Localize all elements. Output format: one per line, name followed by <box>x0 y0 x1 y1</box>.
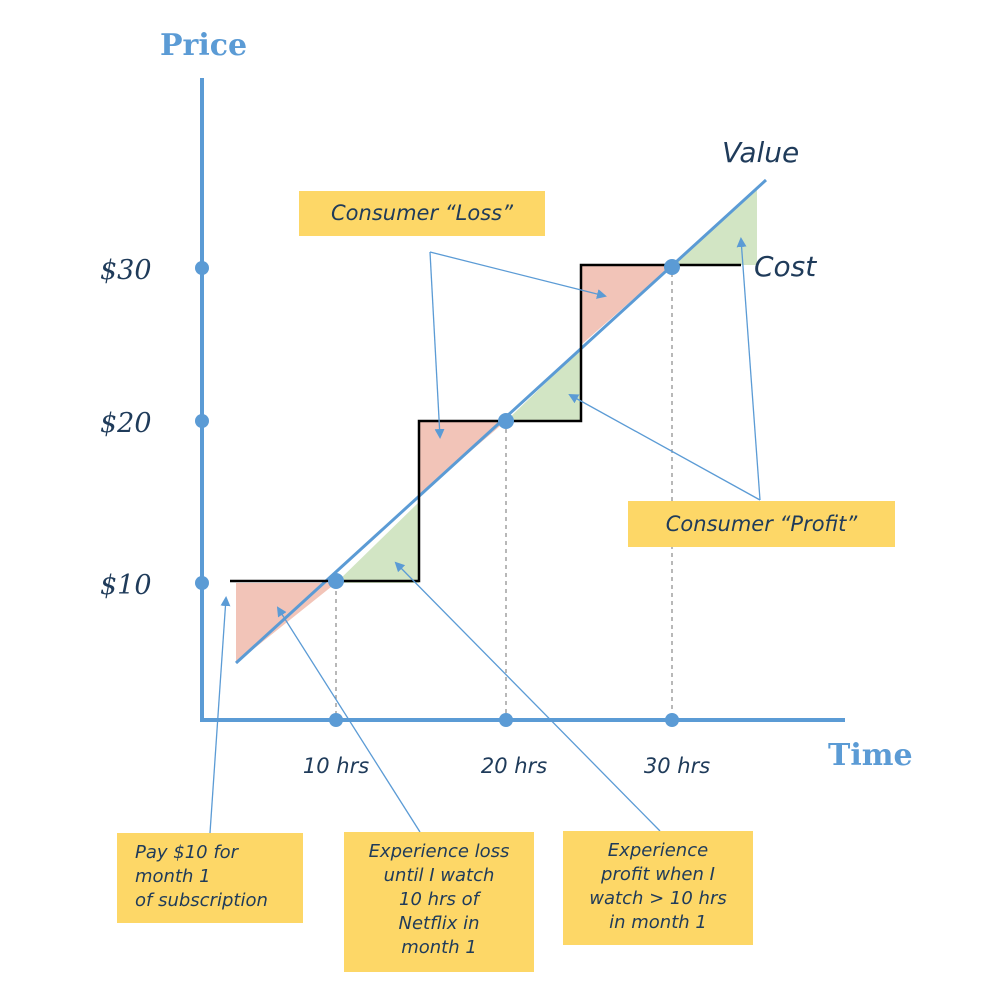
intersection-dot-20 <box>498 413 514 429</box>
profit-arrow-2 <box>736 237 761 501</box>
x-tick-label-10: 10 hrs <box>303 754 369 778</box>
x-tick-dot-30 <box>665 713 679 727</box>
x-tick-dot-20 <box>499 713 513 727</box>
profit-note-arrow <box>394 561 661 832</box>
value-line-label: Value <box>722 136 799 169</box>
y-tick-label-30: $30 <box>100 255 152 286</box>
consumer-loss-callout: Consumer “Loss” <box>299 191 545 236</box>
pay-subscription-note: Pay $10 for month 1 of subscription <box>117 833 303 923</box>
intersection-dot-30 <box>664 259 680 275</box>
loss-area-1 <box>236 583 336 663</box>
y-tick-dot-20 <box>195 414 209 428</box>
loss-note-arrow <box>276 606 421 833</box>
profit-arrow-1 <box>568 394 761 501</box>
pay-note-arrow <box>209 596 231 834</box>
y-tick-dot-10 <box>195 576 209 590</box>
y-tick-dot-30 <box>195 261 209 275</box>
x-axis-title: Time <box>828 738 913 773</box>
cost-line-label: Cost <box>754 250 817 283</box>
profit-area-1 <box>336 502 419 583</box>
experience-loss-note: Experience loss until I watch 10 hrs of … <box>344 832 534 972</box>
x-tick-label-30: 30 hrs <box>644 754 710 778</box>
y-tick-label-20: $20 <box>100 408 152 439</box>
x-tick-label-20: 20 hrs <box>481 754 547 778</box>
consumer-profit-callout: Consumer “Profit” <box>628 501 895 547</box>
x-tick-dot-10 <box>329 713 343 727</box>
intersection-dot-10 <box>328 573 344 589</box>
loss-arrow-1 <box>429 251 445 439</box>
y-axis-title: Price <box>160 28 247 63</box>
loss-arrow-2 <box>429 251 607 299</box>
experience-profit-note: Experience profit when I watch > 10 hrs … <box>563 831 753 945</box>
y-tick-label-10: $10 <box>100 570 152 601</box>
